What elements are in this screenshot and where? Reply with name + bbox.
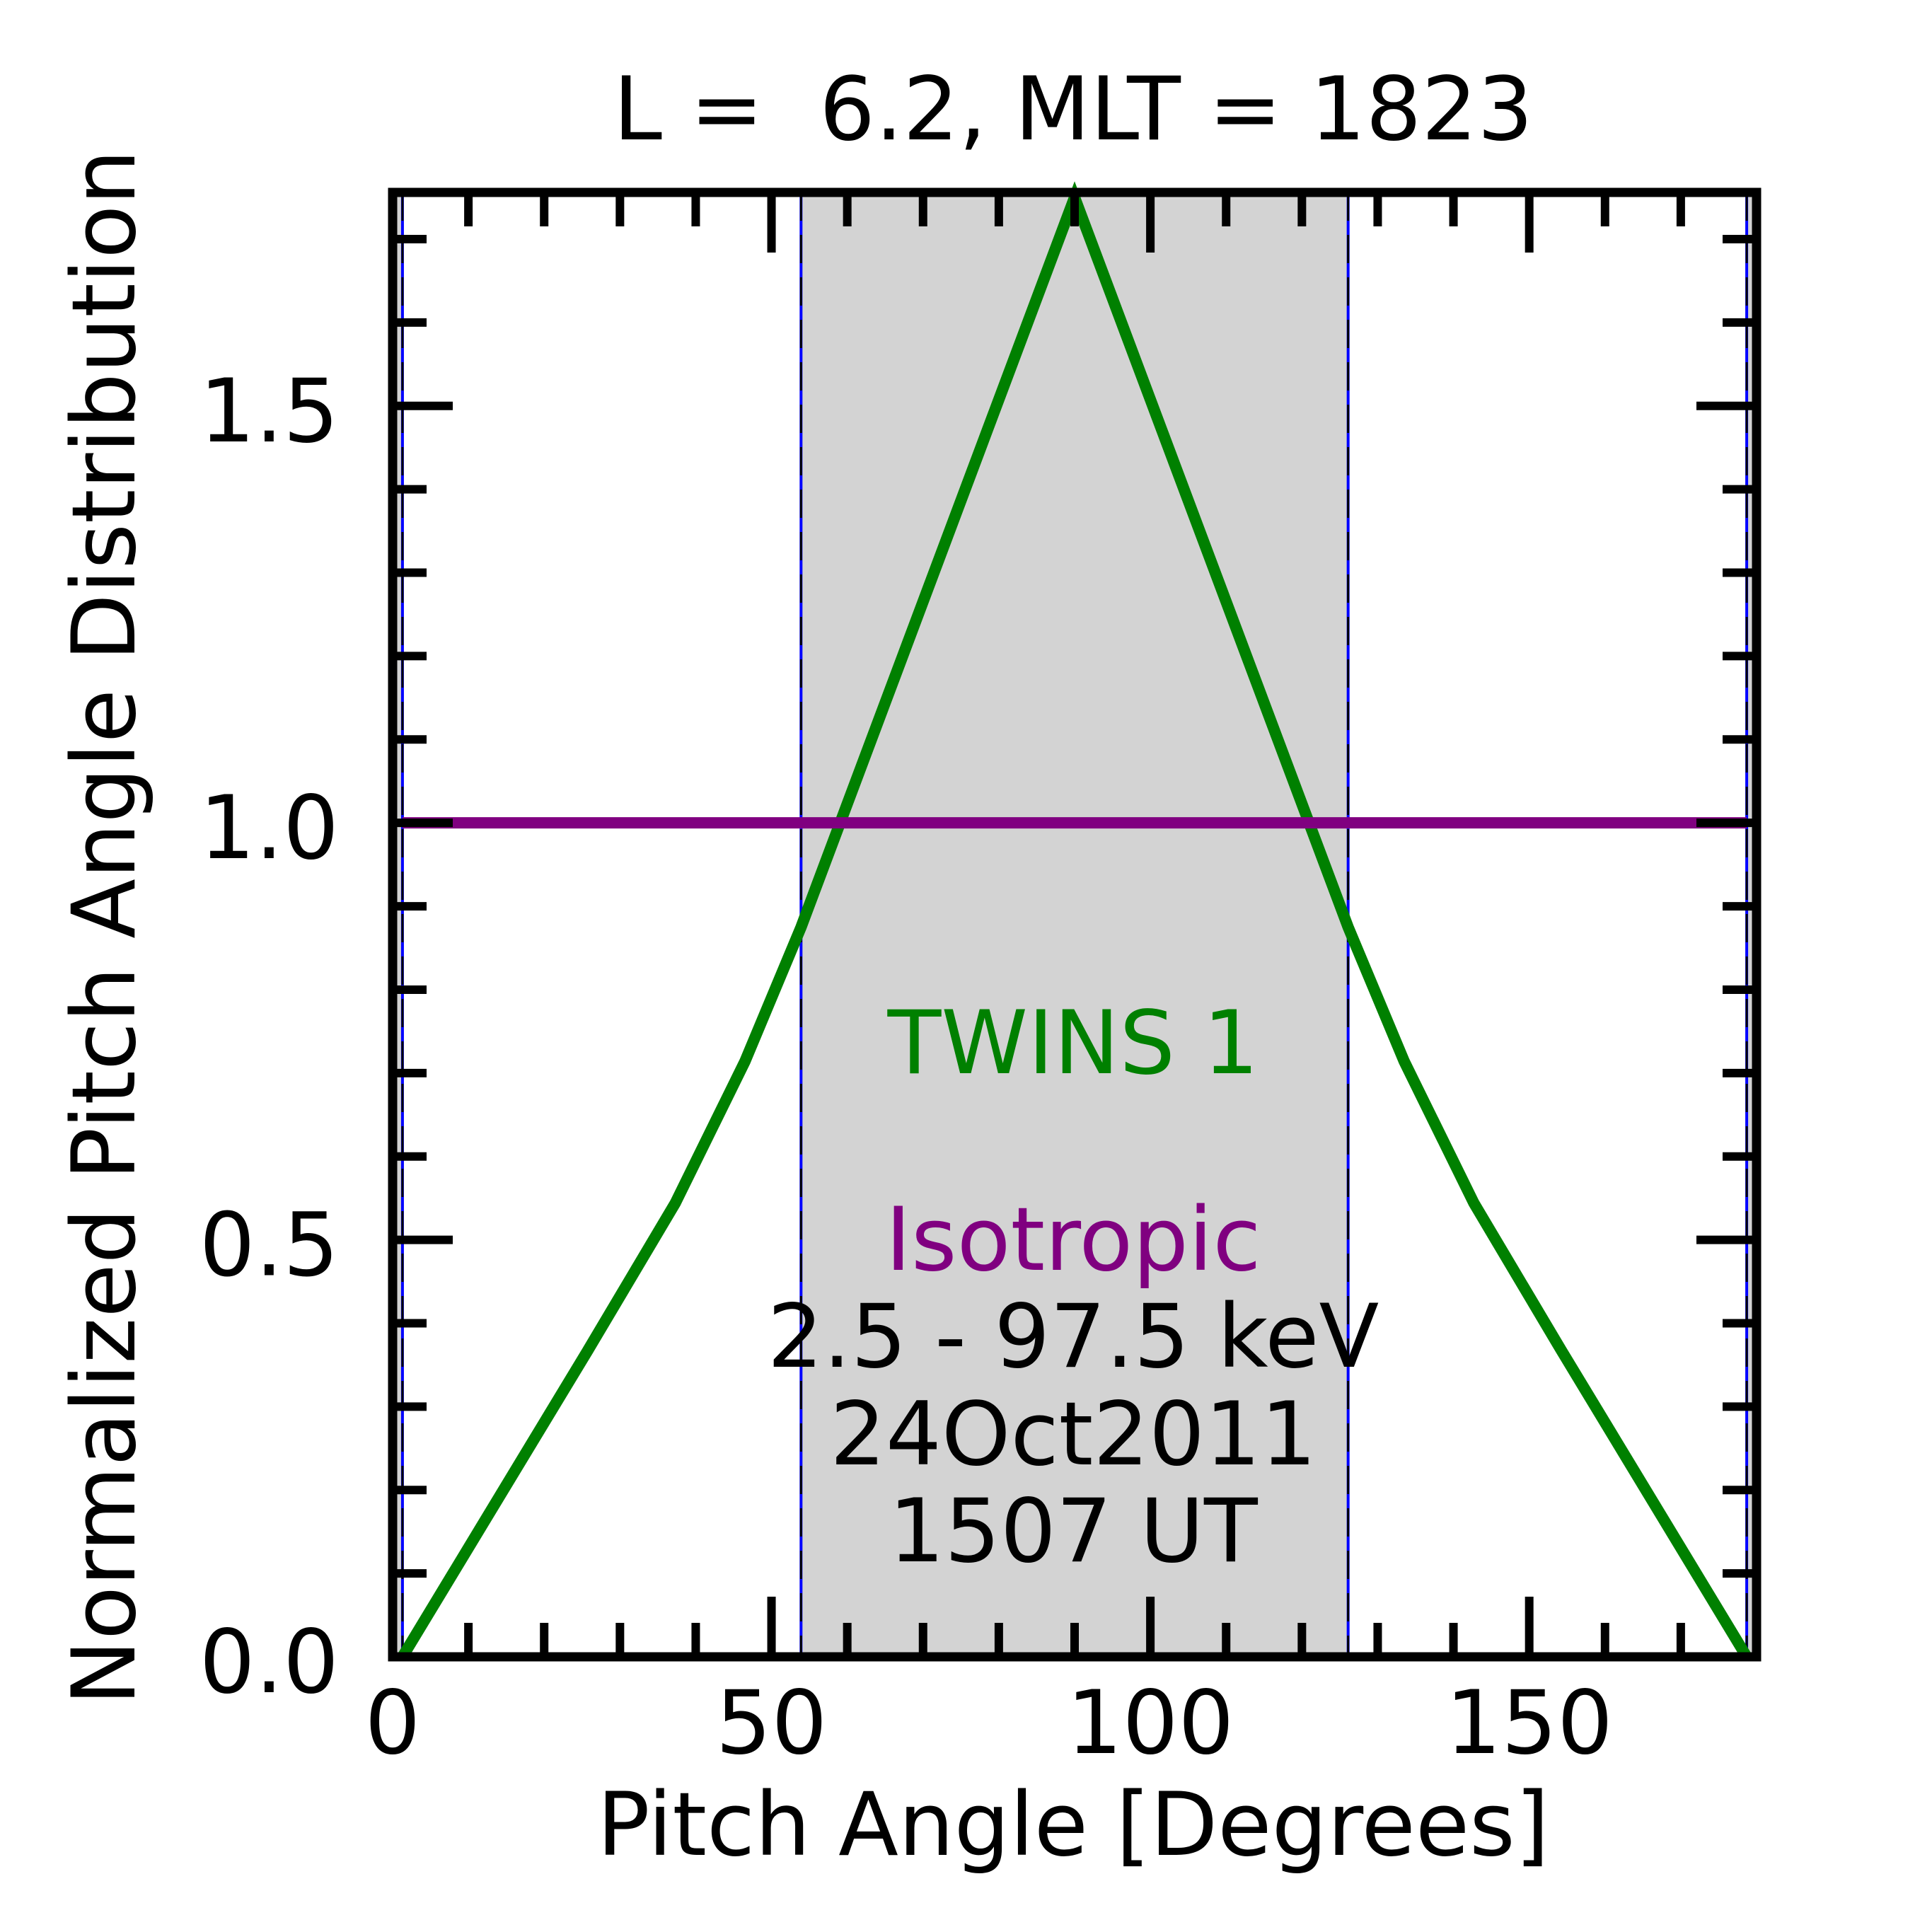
- y-axis-label: Normalized Pitch Angle Distribution: [54, 149, 156, 1706]
- annotation-isotropic: Isotropic: [885, 1189, 1261, 1291]
- y-tick-label: 1.0: [199, 777, 339, 879]
- annotation-time: 1507 UT: [889, 1481, 1259, 1583]
- annotation-date: 24Oct2011: [830, 1384, 1317, 1486]
- annotation-twins: TWINS 1: [887, 993, 1259, 1094]
- shaded-region: [801, 192, 1348, 1657]
- y-tick-label: 1.5: [199, 361, 339, 463]
- x-tick-label: 50: [716, 1672, 828, 1774]
- x-tick-label: 150: [1445, 1672, 1613, 1774]
- chart-title: L = 6.2, MLT = 1823: [613, 59, 1533, 161]
- x-tick-label: 0: [365, 1672, 421, 1774]
- x-axis-label: Pitch Angle [Degrees]: [597, 1774, 1549, 1876]
- y-tick-label: 0.5: [199, 1195, 339, 1297]
- x-tick-label: 100: [1067, 1672, 1234, 1774]
- annotation-energy: 2.5 - 97.5 keV: [768, 1286, 1379, 1388]
- y-tick-label: 0.0: [199, 1612, 339, 1713]
- plot-frame: [388, 187, 1762, 1662]
